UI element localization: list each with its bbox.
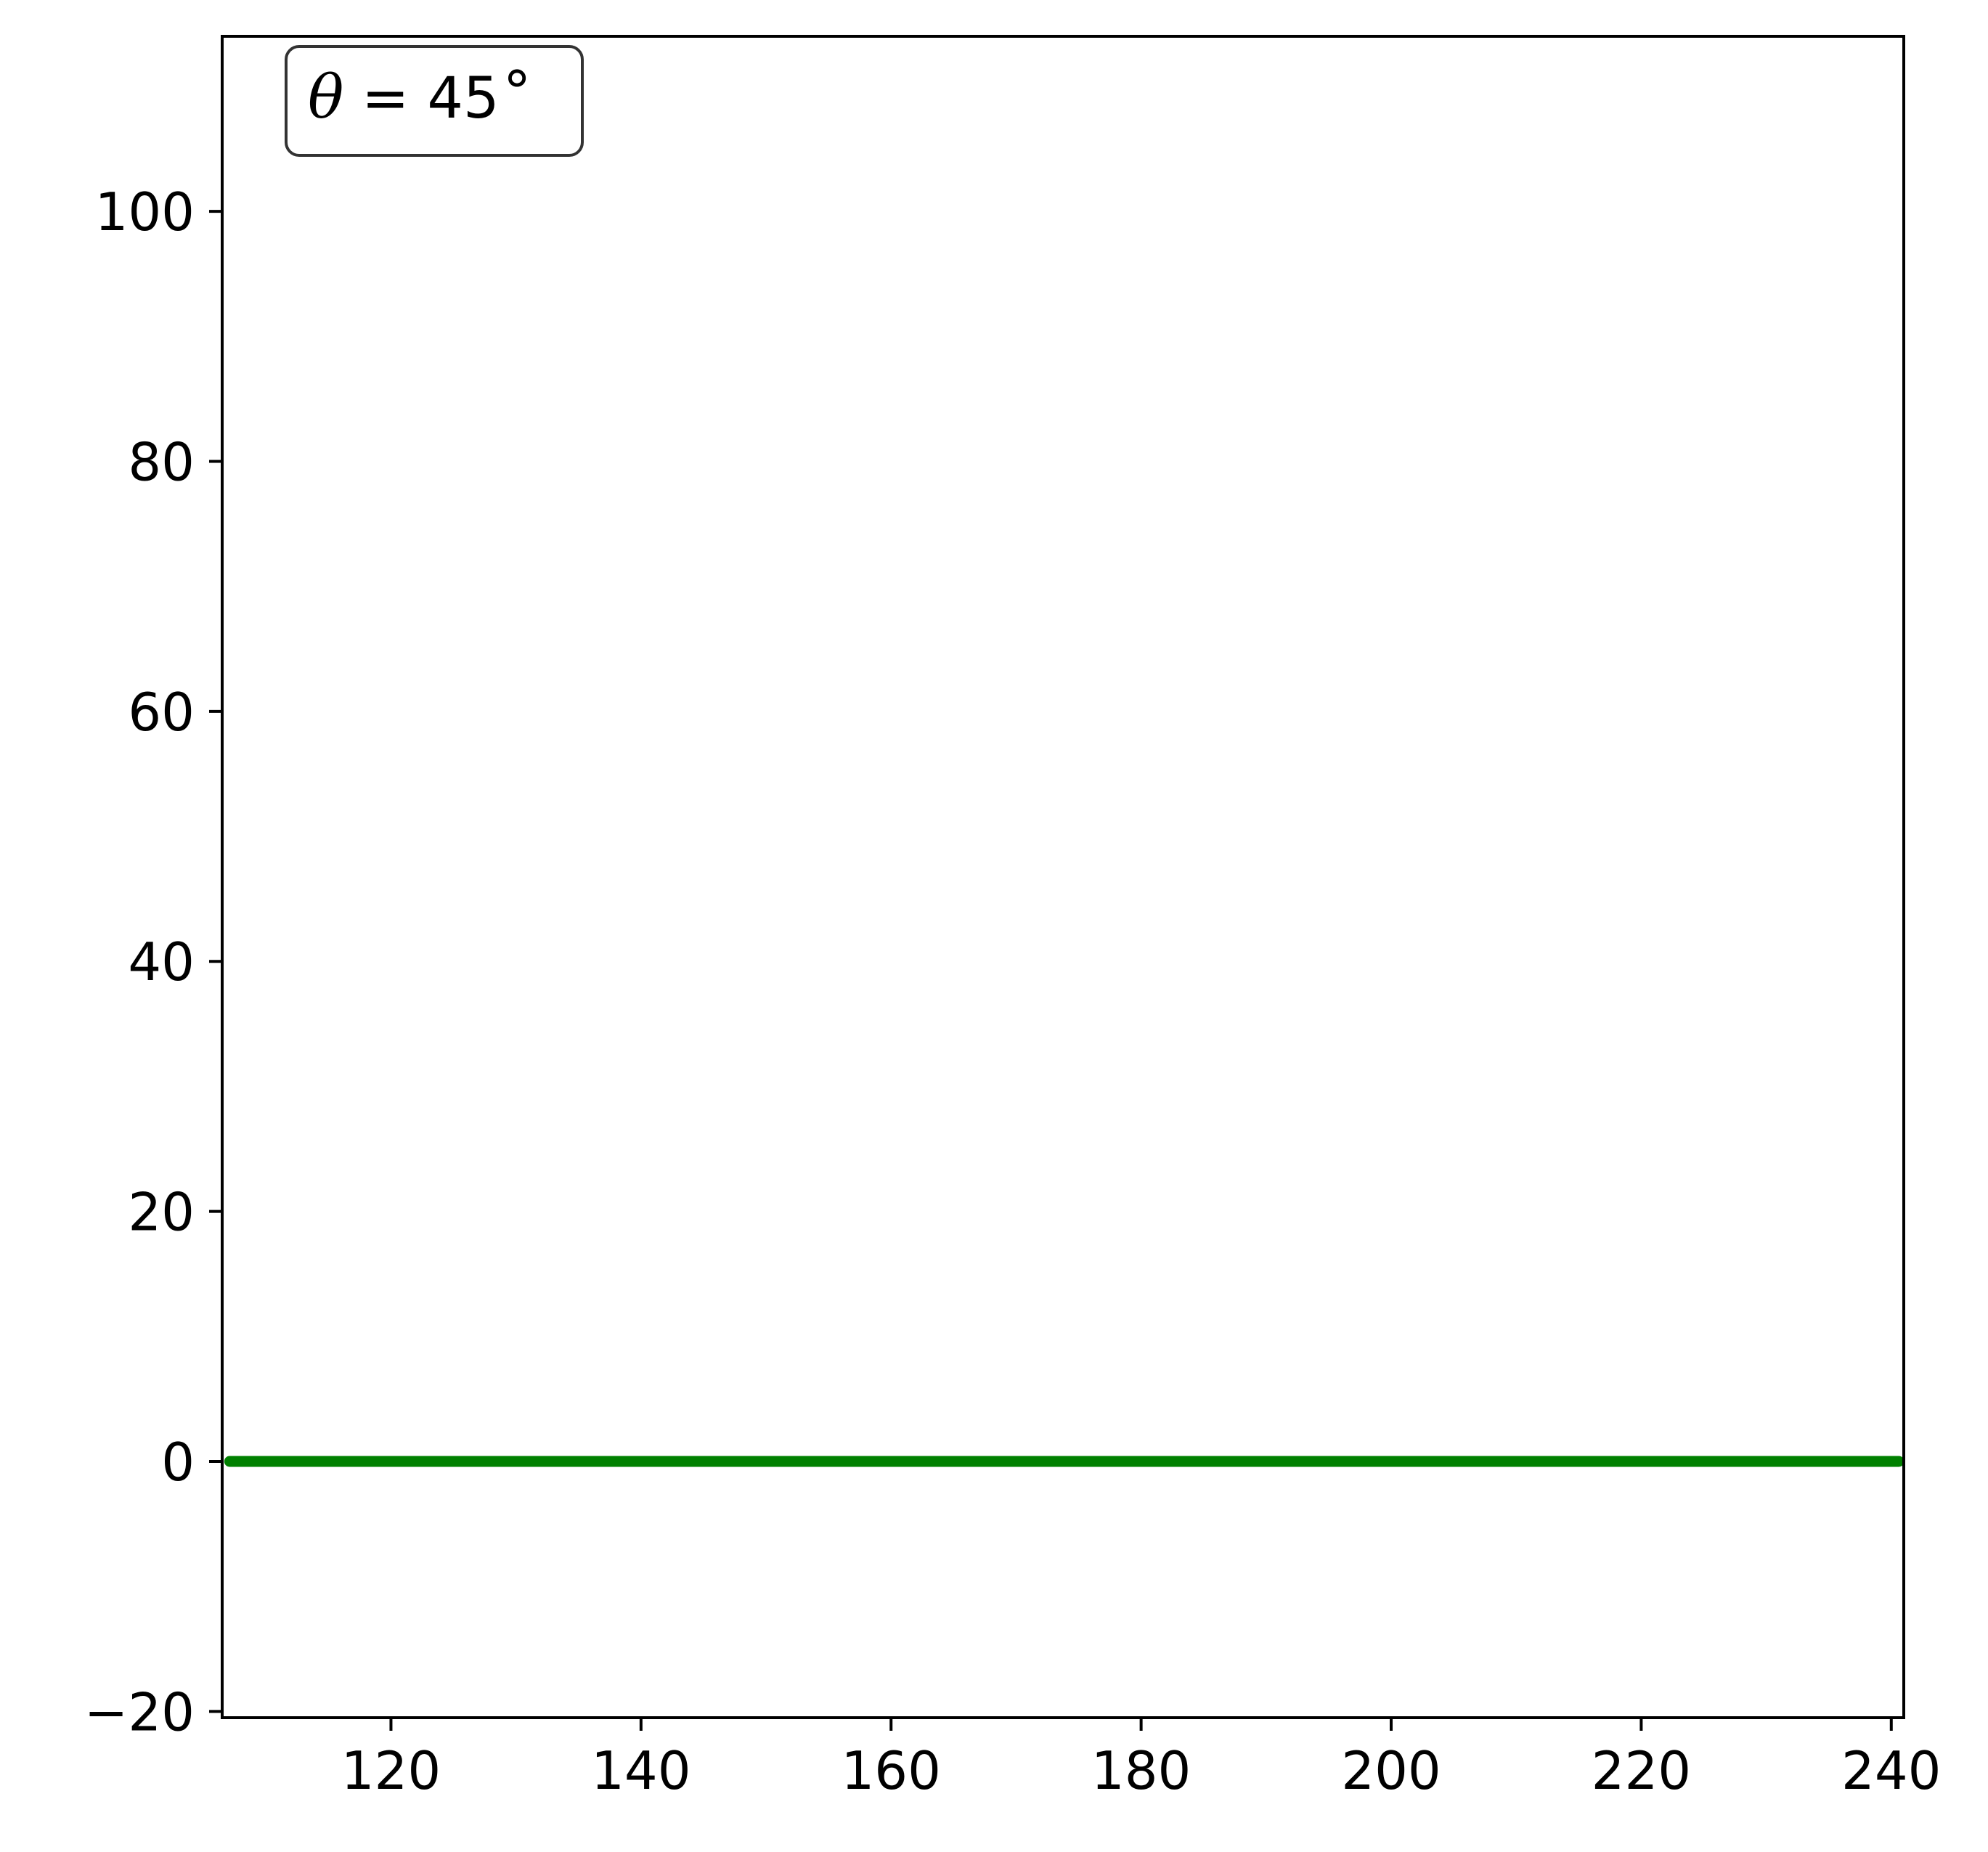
x-tick-label: 160	[842, 1740, 941, 1801]
y-tick-label: −20	[84, 1681, 195, 1742]
plot-frame	[221, 35, 1905, 1719]
x-tick-label: 180	[1091, 1740, 1191, 1801]
x-tick-label: 240	[1841, 1740, 1941, 1801]
y-tick-label: 20	[128, 1182, 195, 1243]
annotation-box	[285, 45, 584, 157]
annotation: θ = 45∘	[285, 44, 584, 157]
x-tick-label: 220	[1592, 1740, 1691, 1801]
x-tick-label: 140	[591, 1740, 690, 1801]
x-tick-label: 200	[1341, 1740, 1441, 1801]
x-tick-label: 120	[341, 1740, 441, 1801]
y-tick-label: 60	[128, 682, 195, 743]
axes: 120 140 160 180 200 220 240 −20 0 20 40 60 80 100	[84, 35, 1941, 1801]
y-tick-label: 80	[128, 431, 195, 492]
y-tick-label: 0	[161, 1432, 195, 1493]
y-tick-label: 100	[95, 181, 195, 242]
annotation-degree: ∘	[500, 44, 535, 110]
annotation-symbol: θ	[308, 63, 343, 132]
annotation-label: θ = 45∘	[308, 44, 534, 132]
annotation-text: = 45	[343, 66, 499, 131]
y-tick-label: 40	[128, 931, 195, 992]
